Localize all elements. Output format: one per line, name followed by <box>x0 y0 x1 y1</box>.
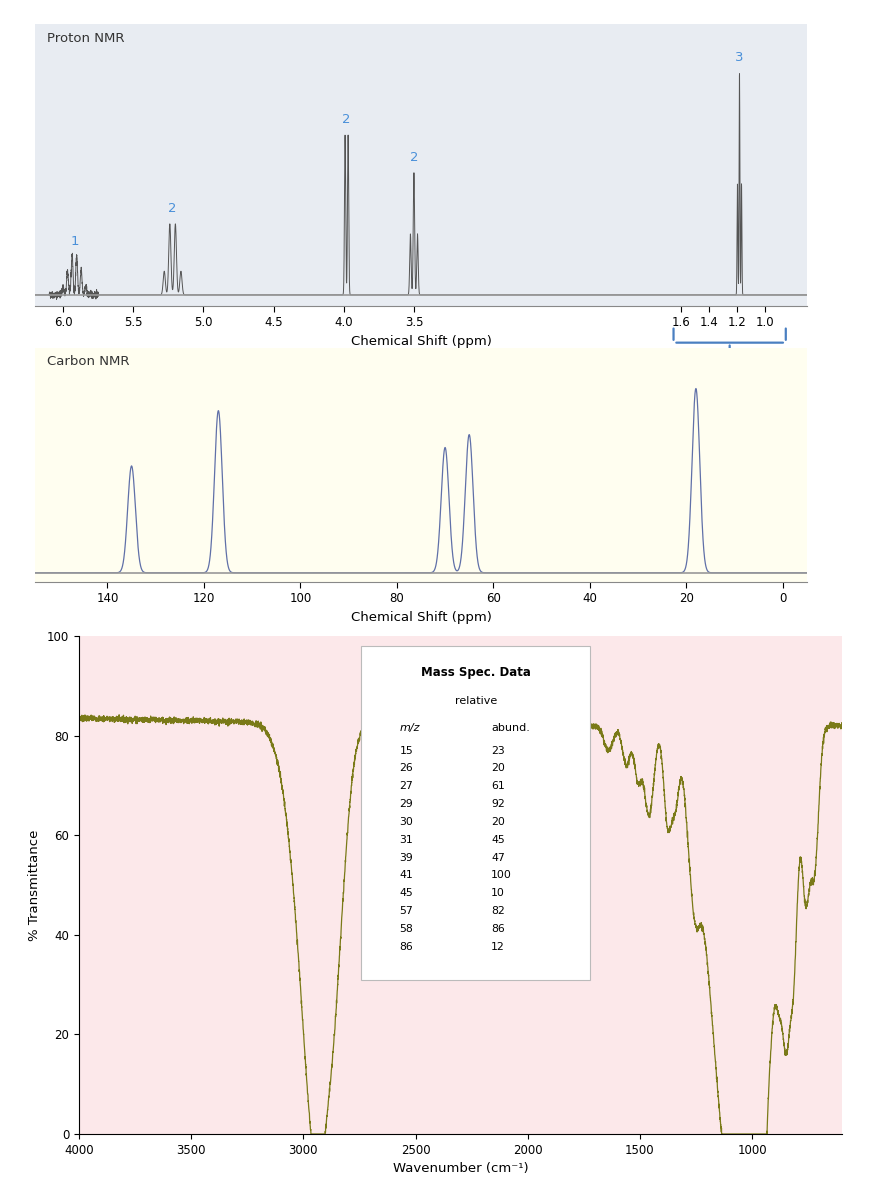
Text: 3: 3 <box>735 50 744 64</box>
X-axis label: Wavenumber (cm⁻¹): Wavenumber (cm⁻¹) <box>393 1163 528 1175</box>
Text: 61: 61 <box>491 781 504 791</box>
FancyBboxPatch shape <box>361 646 590 979</box>
Text: Proton NMR: Proton NMR <box>46 32 125 46</box>
Text: 15: 15 <box>399 745 413 756</box>
Text: 58: 58 <box>399 924 413 934</box>
Text: 2: 2 <box>168 202 177 215</box>
Text: 39: 39 <box>399 853 413 863</box>
Text: relative: relative <box>454 696 496 706</box>
Text: 27: 27 <box>399 781 413 791</box>
Y-axis label: % Transmittance: % Transmittance <box>28 829 41 941</box>
X-axis label: Chemical Shift (ppm): Chemical Shift (ppm) <box>351 611 491 624</box>
Text: zoomed: zoomed <box>705 404 754 418</box>
Text: 23: 23 <box>491 745 504 756</box>
Text: 2: 2 <box>342 113 351 126</box>
Text: 29: 29 <box>399 799 413 809</box>
Text: 20: 20 <box>491 763 505 774</box>
Text: 10: 10 <box>491 888 505 899</box>
Text: 12: 12 <box>491 942 504 952</box>
Text: 1: 1 <box>70 235 79 248</box>
Text: 82: 82 <box>491 906 504 916</box>
Text: Carbon NMR: Carbon NMR <box>46 355 129 368</box>
Text: 31: 31 <box>399 835 413 845</box>
Text: 100: 100 <box>491 870 512 881</box>
Text: 86: 86 <box>491 924 504 934</box>
Text: 92: 92 <box>491 799 504 809</box>
Text: 86: 86 <box>399 942 413 952</box>
Text: 57: 57 <box>399 906 413 916</box>
X-axis label: Chemical Shift (ppm): Chemical Shift (ppm) <box>351 335 491 348</box>
Text: 20: 20 <box>491 817 505 827</box>
Text: 30: 30 <box>399 817 413 827</box>
Text: 2: 2 <box>410 151 418 164</box>
Text: 47: 47 <box>491 853 504 863</box>
Text: 45: 45 <box>399 888 413 899</box>
Text: 26: 26 <box>399 763 413 774</box>
Text: 41: 41 <box>399 870 413 881</box>
Text: Mass Spec. Data: Mass Spec. Data <box>421 666 531 679</box>
Text: abund.: abund. <box>491 724 530 733</box>
Text: m/z: m/z <box>399 724 420 733</box>
Text: 45: 45 <box>491 835 504 845</box>
